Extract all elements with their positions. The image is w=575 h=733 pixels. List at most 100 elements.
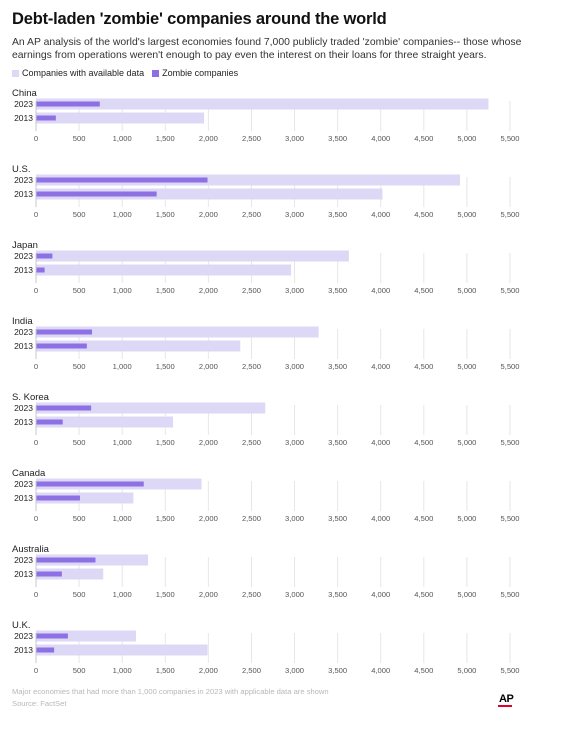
- x-tick-label: 1,500: [156, 514, 175, 523]
- bar-available: [36, 264, 292, 276]
- x-tick-label: 5,500: [500, 286, 519, 295]
- x-tick-label: 3,000: [285, 514, 304, 523]
- panel-title: Canada: [12, 468, 46, 479]
- x-tick-label: 5,000: [457, 362, 476, 371]
- x-tick-label: 2,000: [199, 134, 218, 143]
- panel-title: S. Korea: [12, 392, 50, 403]
- x-tick-label: 500: [73, 590, 86, 599]
- x-tick-label: 2,500: [242, 590, 261, 599]
- x-tick-label: 5,500: [500, 590, 519, 599]
- x-tick-label: 0: [34, 134, 38, 143]
- x-tick-label: 3,500: [328, 514, 347, 523]
- bar-available: [36, 644, 208, 656]
- x-tick-label: 2,500: [242, 134, 261, 143]
- x-tick-label: 4,500: [414, 134, 433, 143]
- x-tick-label: 1,500: [156, 286, 175, 295]
- x-tick-label: 1,000: [113, 514, 132, 523]
- year-label: 2023: [14, 251, 33, 261]
- year-label: 2013: [14, 189, 33, 199]
- x-tick-label: 4,000: [371, 210, 390, 219]
- panel-title: India: [12, 316, 33, 327]
- x-tick-label: 1,500: [156, 590, 175, 599]
- footnote-block: Major economies that had more than 1,000…: [12, 686, 329, 710]
- year-label: 2013: [14, 569, 33, 579]
- bar-available: [36, 188, 383, 200]
- x-tick-label: 5,000: [457, 210, 476, 219]
- chart-title: Debt-laden 'zombie' companies around the…: [12, 10, 387, 28]
- bar-zombie: [36, 177, 208, 183]
- x-tick-label: 500: [73, 514, 86, 523]
- x-tick-label: 4,500: [414, 666, 433, 675]
- x-tick-label: 0: [34, 438, 38, 447]
- year-label: 2013: [14, 113, 33, 123]
- bar-zombie: [36, 633, 68, 639]
- year-label: 2023: [14, 479, 33, 489]
- panel-title: U.S.: [12, 164, 30, 175]
- bar-available: [36, 492, 134, 504]
- x-tick-label: 3,500: [328, 286, 347, 295]
- x-tick-label: 5,500: [500, 514, 519, 523]
- x-tick-label: 3,500: [328, 210, 347, 219]
- x-tick-label: 5,000: [457, 438, 476, 447]
- ap-logo-underline: [498, 705, 512, 707]
- x-tick-label: 2,000: [199, 590, 218, 599]
- bar-zombie: [36, 267, 45, 273]
- x-tick-label: 1,500: [156, 210, 175, 219]
- x-tick-label: 2,500: [242, 362, 261, 371]
- bar-zombie: [36, 405, 92, 411]
- x-tick-label: 4,000: [371, 134, 390, 143]
- x-tick-label: 500: [73, 210, 86, 219]
- x-tick-label: 4,500: [414, 362, 433, 371]
- year-label: 2023: [14, 631, 33, 641]
- x-tick-label: 1,000: [113, 134, 132, 143]
- x-tick-label: 1,000: [113, 438, 132, 447]
- year-label: 2023: [14, 99, 33, 109]
- x-tick-label: 2,000: [199, 286, 218, 295]
- x-tick-label: 0: [34, 362, 38, 371]
- year-label: 2023: [14, 403, 33, 413]
- legend-item-zombie: Zombie companies: [152, 68, 238, 78]
- year-label: 2023: [14, 175, 33, 185]
- x-tick-label: 5,000: [457, 590, 476, 599]
- x-tick-label: 4,000: [371, 514, 390, 523]
- x-tick-label: 3,000: [285, 666, 304, 675]
- panel-title: Japan: [12, 240, 38, 251]
- legend: Companies with available data Zombie com…: [12, 68, 246, 78]
- panel-title: Australia: [12, 544, 50, 555]
- x-tick-label: 5,500: [500, 666, 519, 675]
- x-tick-label: 5,000: [457, 134, 476, 143]
- ap-logo: AP: [499, 693, 514, 705]
- x-tick-label: 500: [73, 362, 86, 371]
- x-tick-label: 3,000: [285, 210, 304, 219]
- x-tick-label: 1,000: [113, 590, 132, 599]
- x-tick-label: 5,500: [500, 362, 519, 371]
- x-tick-label: 500: [73, 134, 86, 143]
- x-tick-label: 2,500: [242, 514, 261, 523]
- year-label: 2013: [14, 265, 33, 275]
- x-tick-label: 4,000: [371, 362, 390, 371]
- bar-available: [36, 174, 461, 186]
- chart-subtitle: An AP analysis of the world's largest ec…: [12, 37, 522, 61]
- year-label: 2013: [14, 645, 33, 655]
- x-tick-label: 4,500: [414, 438, 433, 447]
- x-tick-label: 0: [34, 514, 38, 523]
- bar-zombie: [36, 495, 80, 501]
- bar-available: [36, 416, 174, 428]
- x-tick-label: 3,000: [285, 286, 304, 295]
- x-tick-label: 5,000: [457, 514, 476, 523]
- x-tick-label: 500: [73, 286, 86, 295]
- x-tick-label: 2,000: [199, 362, 218, 371]
- x-tick-label: 3,500: [328, 590, 347, 599]
- legend-label-zombie: Zombie companies: [162, 68, 239, 78]
- x-tick-label: 0: [34, 210, 38, 219]
- panel-title: U.K.: [12, 620, 30, 631]
- bar-zombie: [36, 343, 87, 349]
- x-tick-label: 4,500: [414, 590, 433, 599]
- year-label: 2023: [14, 327, 33, 337]
- x-tick-label: 3,000: [285, 134, 304, 143]
- x-tick-label: 1,000: [113, 666, 132, 675]
- x-tick-label: 5,000: [457, 666, 476, 675]
- x-tick-label: 1,500: [156, 134, 175, 143]
- x-tick-label: 4,500: [414, 210, 433, 219]
